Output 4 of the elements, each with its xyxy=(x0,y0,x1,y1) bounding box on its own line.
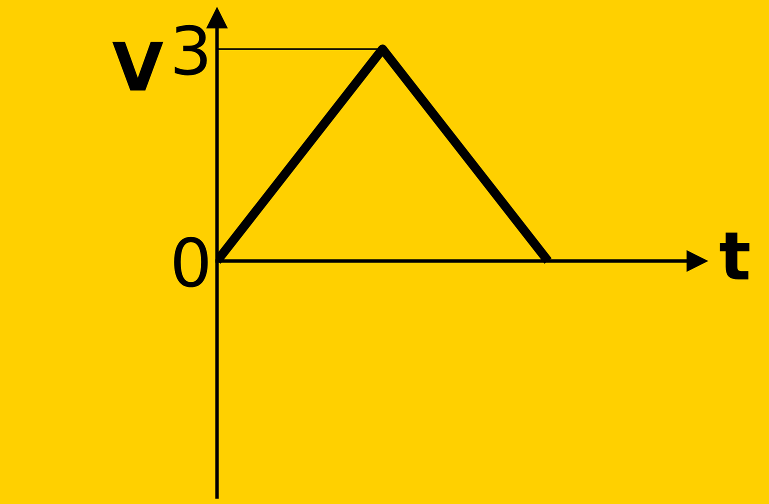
y-tick-label: 3 xyxy=(174,24,207,76)
y-axis-title: V xyxy=(112,42,164,91)
x-axis-title: t xyxy=(720,232,750,280)
y-tick-label: 0 xyxy=(174,236,208,288)
